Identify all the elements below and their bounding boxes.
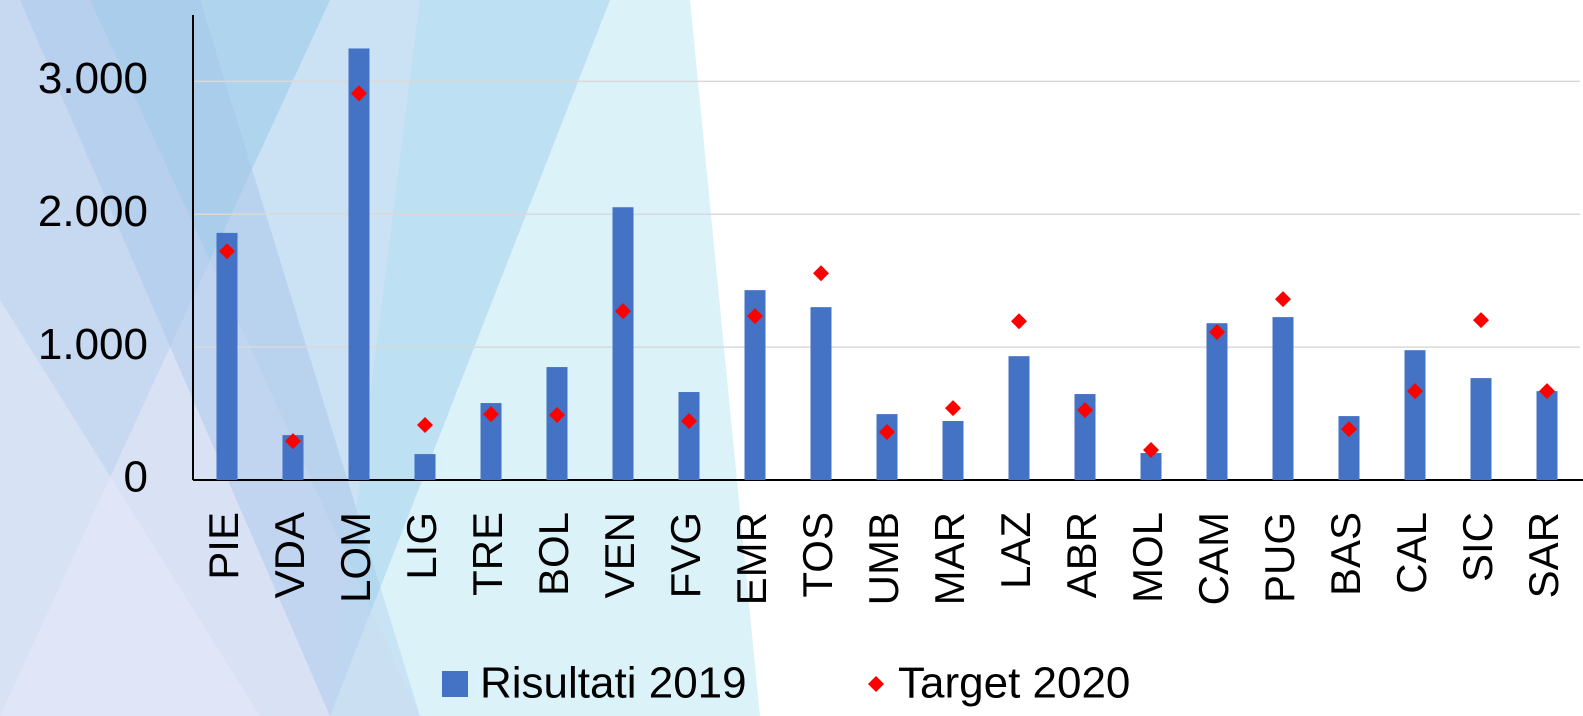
target-marker: [879, 424, 895, 441]
target-marker: [1275, 291, 1291, 308]
target-marker: [1473, 312, 1489, 329]
bar: [348, 48, 370, 480]
x-tick-label: PUG: [1256, 512, 1303, 603]
x-tick-label: PIE: [200, 512, 247, 580]
target-marker: [1077, 402, 1093, 419]
y-tick-label: 3.000: [38, 54, 148, 103]
bar: [1470, 378, 1492, 480]
y-tick-label: 0: [124, 453, 148, 502]
x-tick-label: MOL: [1124, 512, 1171, 603]
bar: [1074, 394, 1096, 480]
target-marker: [219, 243, 235, 260]
y-tick-label: 2.000: [38, 187, 148, 236]
target-marker: [945, 400, 961, 417]
target-marker: [813, 265, 829, 282]
bar: [546, 367, 568, 480]
target-marker: [1143, 441, 1159, 458]
x-tick-label: BOL: [530, 512, 577, 596]
bar: [1008, 356, 1030, 480]
x-tick-label: VDA: [266, 512, 313, 598]
target-marker: [351, 85, 367, 102]
x-tick-label: LIG: [398, 512, 445, 580]
bar: [1206, 323, 1228, 480]
target-marker: [549, 407, 565, 424]
x-tick-label: VEN: [596, 512, 643, 598]
x-tick-label: UMB: [860, 512, 907, 605]
x-tick-label: CAL: [1388, 512, 1435, 594]
x-tick-label: ABR: [1058, 512, 1105, 598]
target-marker: [285, 433, 301, 450]
legend-label: Risultati 2019: [480, 659, 747, 708]
x-tick-label: MAR: [926, 512, 973, 605]
target-marker: [417, 416, 433, 433]
x-tick-label: TRE: [464, 512, 511, 596]
bar: [1272, 317, 1294, 480]
bar: [1536, 391, 1558, 480]
target-marker: [1341, 421, 1357, 438]
bar: [1140, 453, 1162, 480]
x-tick-label: FVG: [662, 512, 709, 598]
x-tick-label: TOS: [794, 512, 841, 598]
bar: [612, 207, 634, 480]
bar: [282, 435, 304, 480]
bar: [216, 232, 238, 480]
background-decoration: [0, 0, 760, 716]
y-tick-label: 1.000: [38, 320, 148, 369]
bar: [1404, 350, 1426, 480]
target-marker: [681, 413, 697, 430]
target-marker: [483, 406, 499, 423]
x-tick-label: LOM: [332, 512, 379, 603]
x-tick-label: SAR: [1520, 512, 1567, 598]
bar: [678, 392, 700, 480]
bar: [876, 414, 898, 480]
x-tick-label: EMR: [728, 512, 775, 605]
legend-swatch: [868, 676, 884, 692]
bar: [414, 454, 436, 480]
x-tick-label: LAZ: [992, 512, 1039, 589]
bar: [942, 421, 964, 480]
target-marker: [615, 303, 631, 320]
target-marker: [1407, 383, 1423, 400]
bar: [744, 290, 766, 480]
x-tick-label: CAM: [1190, 512, 1237, 605]
target-marker: [1209, 324, 1225, 341]
target-marker: [747, 308, 763, 325]
target-marker: [1011, 313, 1027, 330]
bar: [810, 307, 832, 480]
x-tick-label: SIC: [1454, 512, 1501, 582]
bar: [1338, 416, 1360, 480]
legend-swatch: [442, 671, 468, 697]
target-marker: [1539, 383, 1555, 400]
legend-label: Target 2020: [898, 659, 1130, 708]
x-tick-label: BAS: [1322, 512, 1369, 596]
bar: [480, 403, 502, 480]
